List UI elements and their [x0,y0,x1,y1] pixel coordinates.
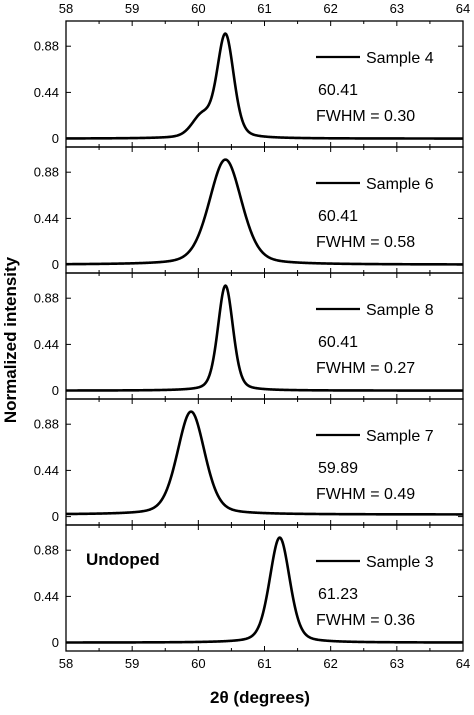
y-tick-label: 0 [52,131,59,146]
panel-annotation: Undoped [86,550,160,569]
y-tick-label: 0.88 [34,417,59,432]
panel-1: 0 0.44 0.88 Sample 4 60.41 FWHM = 0.30 [34,20,464,148]
series-line [65,32,464,140]
panel-frame [65,398,464,526]
panel-3: 0 0.44 0.88 Sample 8 60.41 FWHM = 0.27 [34,272,464,400]
x-tick-label-top: 58 [59,1,73,16]
x-tick-label-top: 60 [191,1,205,16]
series-line [65,536,464,644]
y-tick-label: 0 [52,257,59,272]
y-tick-label: 0.88 [34,543,59,558]
y-tick-label: 0 [52,509,59,524]
panel-frame [65,272,464,400]
peak-label: 61.23 [318,586,358,603]
panel-2: 0 0.44 0.88 Sample 6 60.41 FWHM = 0.58 [34,146,464,274]
y-tick-label: 0.88 [34,39,59,54]
legend-label: Sample 4 [366,50,434,67]
series-line [65,284,464,392]
panels-layer: 0 0.44 0.88 Sample 4 60.41 FWHM = 0.30 0 0.44 0.… [34,20,464,652]
x-tick-label-bottom: 64 [456,656,470,671]
fwhm-label: FWHM = 0.30 [316,108,415,125]
y-tick-label: 0.44 [34,85,59,100]
y-tick-label: 0.44 [34,463,59,478]
x-axis-title: 2θ (degrees) [210,688,310,707]
x-tick-label-bottom: 60 [191,656,205,671]
panel-frame [65,20,464,148]
fwhm-label: FWHM = 0.36 [316,612,415,629]
y-tick-label: 0.44 [34,337,59,352]
legend-label: Sample 3 [366,554,434,571]
peak-label: 60.41 [318,208,358,225]
x-tick-label-bottom: 59 [125,656,139,671]
x-tick-label-top: 64 [456,1,470,16]
x-tick-label-bottom: 61 [257,656,271,671]
y-tick-label: 0.88 [34,165,59,180]
fwhm-label: FWHM = 0.49 [316,486,415,503]
x-tick-label-bottom: 63 [390,656,404,671]
panel-5: 0 0.44 0.88 Sample 3 61.23 FWHM = 0.36 Undoped [34,524,464,652]
y-tick-label: 0.44 [34,211,59,226]
legend-label: Sample 6 [366,176,434,193]
panel-frame [65,524,464,652]
peak-label: 60.41 [318,82,358,99]
series-line [65,158,464,266]
x-tick-label-top: 61 [257,1,271,16]
y-tick-label: 0 [52,635,59,650]
panel-4: 0 0.44 0.88 Sample 7 59.89 FWHM = 0.49 [34,398,464,526]
legend-label: Sample 8 [366,302,434,319]
y-tick-label: 0 [52,383,59,398]
x-tick-label-top: 63 [390,1,404,16]
y-axis-title: Normalized intensity [1,256,20,423]
peak-label: 60.41 [318,334,358,351]
axis-layer: 58 58 59 59 60 60 61 61 62 62 63 63 64 64 [59,1,470,671]
x-tick-label-bottom: 58 [59,656,73,671]
x-tick-label-top: 62 [323,1,337,16]
y-tick-label: 0.44 [34,589,59,604]
fwhm-label: FWHM = 0.27 [316,360,415,377]
x-tick-label-bottom: 62 [323,656,337,671]
series-line [65,410,464,516]
legend-label: Sample 7 [366,428,434,445]
y-tick-label: 0.88 [34,291,59,306]
fwhm-label: FWHM = 0.58 [316,234,415,251]
peak-label: 59.89 [318,460,358,477]
x-tick-label-top: 59 [125,1,139,16]
